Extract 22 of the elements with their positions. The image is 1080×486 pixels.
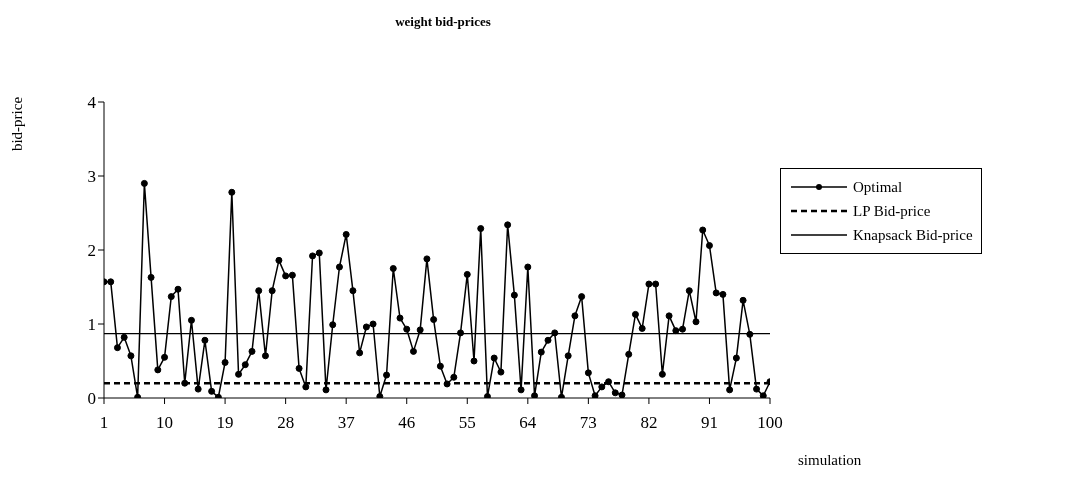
x-tick-label: 28 — [277, 413, 295, 433]
legend-label: LP Bid-price — [853, 202, 931, 220]
y-tick-label: 3 — [87, 167, 96, 187]
x-tick-label: 10 — [156, 413, 174, 433]
y-tick-label: 2 — [87, 241, 96, 261]
y-tick-label: 4 — [87, 93, 97, 113]
x-tick-label: 55 — [458, 413, 476, 433]
x-axis-title: simulation — [798, 452, 862, 469]
legend-label: Knapsack Bid-price — [853, 226, 973, 244]
x-tick-label: 37 — [337, 413, 356, 433]
x-tick-label: 82 — [640, 413, 658, 433]
x-tick-label: 91 — [700, 413, 718, 433]
x-tick-label: 46 — [398, 413, 416, 433]
x-tick-label: 73 — [579, 413, 597, 433]
y-tick-label: 1 — [87, 315, 96, 335]
x-tick-label: 100 — [757, 413, 783, 433]
x-tick-label: 64 — [519, 413, 537, 433]
x-tick-label: 19 — [216, 413, 234, 433]
y-axis-title: bid-price — [9, 96, 26, 152]
y-tick-label: 0 — [87, 389, 96, 409]
legend-label: Optimal — [853, 178, 903, 196]
chart-title: weight bid-prices — [394, 14, 492, 30]
